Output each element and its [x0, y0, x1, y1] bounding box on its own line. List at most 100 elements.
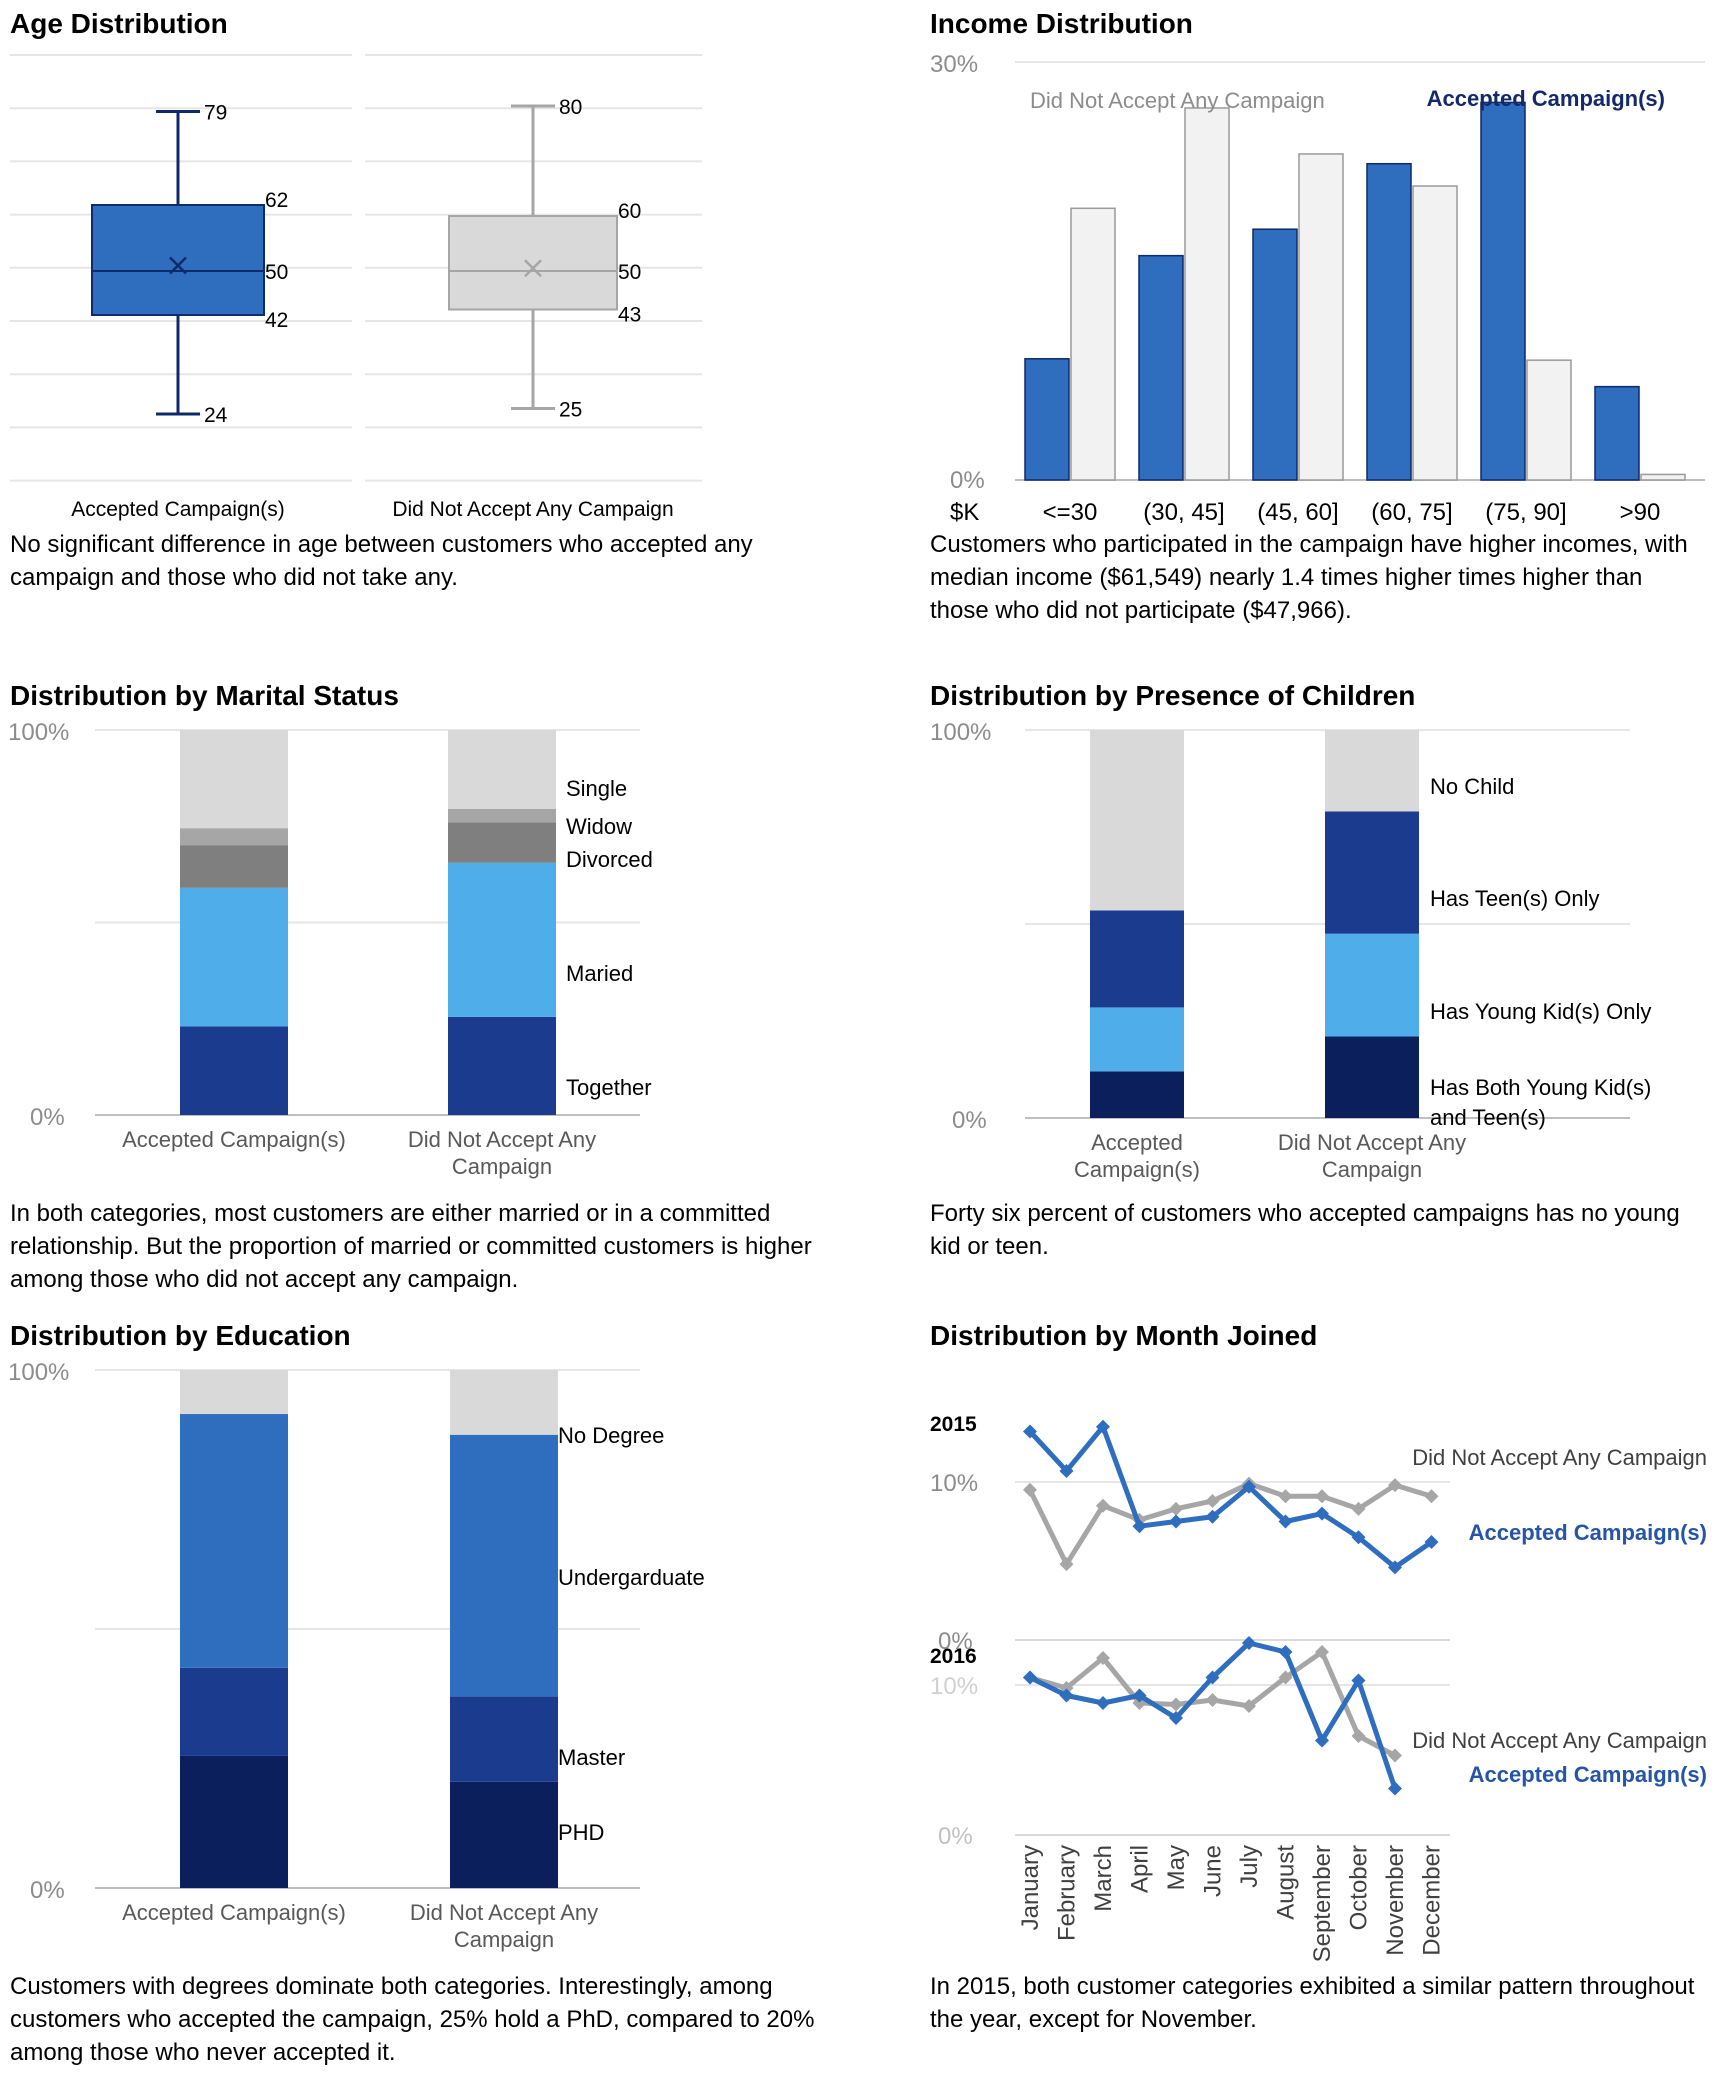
month-tick-label: July	[1236, 1845, 1263, 1888]
category-label: Accepted Campaign(s)	[122, 1900, 346, 1925]
month-tick-label: October	[1346, 1845, 1373, 1930]
line-accepted	[1028, 1640, 1398, 1790]
marker-accepted	[1315, 1506, 1329, 1521]
stack-segment	[180, 845, 288, 888]
marker-not-accepted	[1424, 1489, 1439, 1504]
bar-not-accepted	[1640, 473, 1686, 481]
label-min: 24	[204, 404, 228, 427]
age-title: Age Distribution	[10, 8, 228, 39]
y-tick-label: 100%	[8, 1359, 69, 1386]
label-max: 79	[204, 102, 227, 125]
y-tick-label: 0%	[952, 1107, 987, 1134]
stack-segment	[450, 1370, 558, 1435]
marker-accepted	[1023, 1670, 1037, 1685]
marker-not-accepted	[1059, 1557, 1074, 1572]
month-caption: In 2015, both customer categories exhibi…	[930, 1973, 1695, 2033]
bar-not-accepted	[1412, 185, 1458, 481]
bar-accepted	[1138, 254, 1184, 481]
series-label-not-accepted: Did Not Accept Any Campaign	[1412, 1445, 1707, 1470]
stack-segment	[180, 887, 288, 1027]
series-label-not-accepted: Did Not Accept Any Campaign	[1412, 1728, 1707, 1753]
marital-stacked-chart: 100% 0% Accepted Campaign(s) Did Not Accept…	[8, 719, 653, 1179]
segment-label: Maried	[566, 961, 633, 986]
stack-segment	[450, 1696, 558, 1782]
month-tick-label: March	[1090, 1845, 1117, 1912]
category-label: Campaign	[452, 1154, 552, 1179]
stack-segment	[450, 1781, 558, 1888]
category-label: Campaign(s)	[1074, 1157, 1200, 1182]
marker-not-accepted	[1315, 1489, 1329, 1504]
stack-segment	[1325, 1036, 1419, 1118]
bar-accepted	[1024, 358, 1070, 481]
category-label: Did Not Accept Any Campaign	[392, 498, 673, 521]
marker-accepted	[1023, 1424, 1037, 1439]
marker-accepted	[1424, 1535, 1439, 1550]
segment-label: Has Both Young Kid(s)	[1430, 1075, 1651, 1100]
bar-accepted	[1252, 228, 1298, 481]
month-tick-label: April	[1127, 1845, 1154, 1893]
children-caption: Forty six percent of customers who accep…	[930, 1200, 1680, 1260]
stack-segment	[1325, 811, 1419, 934]
stack-segment	[1325, 933, 1419, 1037]
line-accepted	[1028, 1424, 1433, 1570]
x-axis-label: $K	[950, 499, 979, 526]
label-median: 50	[618, 261, 641, 284]
legend-accepted: Accepted Campaign(s)	[1427, 86, 1665, 111]
marker-not-accepted	[1169, 1501, 1183, 1516]
month-line-chart: 10% 0% 2015 Did Not Accept Any Campaign Acce…	[930, 1413, 1707, 1962]
marker-not-accepted	[1096, 1498, 1110, 1513]
age-caption: No significant difference in age between…	[10, 531, 753, 591]
marker-accepted	[1278, 1645, 1293, 1659]
bar-accepted	[1366, 162, 1412, 481]
x-tick-label: (60, 75]	[1371, 499, 1452, 526]
marker-accepted	[1169, 1711, 1183, 1725]
category-label: Campaign	[454, 1927, 554, 1952]
bar-not-accepted	[1070, 207, 1116, 481]
x-tick-label: (45, 60]	[1257, 499, 1338, 526]
box-iqr	[91, 204, 265, 316]
marker-not-accepted	[1205, 1693, 1220, 1707]
line-not-accepted	[1027, 1481, 1433, 1567]
education-caption: Customers with degrees dominate both cat…	[10, 1973, 815, 2066]
month-tick-label: February	[1054, 1845, 1081, 1941]
legend-not-accepted: Did Not Accept Any Campaign	[1030, 88, 1325, 113]
marker-accepted	[1205, 1509, 1220, 1524]
category-label: Accepted Campaign(s)	[122, 1127, 346, 1152]
income-bar-chart: 30% 0% <=30 (30, 45] (45, 60] (60, 75] (75, 90…	[930, 51, 1705, 526]
segment-label: Together	[566, 1075, 652, 1100]
category-label: Accepted Campaign(s)	[71, 498, 285, 521]
category-label: Did Not Accept Any	[1278, 1130, 1466, 1155]
label-q3: 62	[265, 189, 288, 212]
segment-label: PHD	[558, 1820, 604, 1845]
marker-accepted	[1132, 1688, 1147, 1703]
segment-label: No Child	[1430, 774, 1514, 799]
income-title: Income Distribution	[930, 8, 1193, 39]
month-tick-label: May	[1163, 1845, 1190, 1890]
x-tick-label: (75, 90]	[1485, 499, 1566, 526]
segment-label: No Degree	[558, 1423, 664, 1448]
y-tick-label: 0%	[950, 467, 985, 494]
stack-segment	[448, 822, 556, 863]
marker-accepted	[1388, 1560, 1402, 1575]
bar-accepted	[1594, 385, 1640, 481]
stack-segment	[180, 1026, 288, 1115]
category-label: Campaign	[1322, 1157, 1422, 1182]
marker-not-accepted	[1278, 1670, 1293, 1685]
y-tick-label: 30%	[930, 51, 978, 78]
segment-label: and Teen(s)	[1430, 1105, 1546, 1130]
label-max: 80	[559, 96, 582, 119]
stack-segment	[1090, 730, 1184, 911]
y-tick-label: 0%	[938, 1823, 973, 1850]
marker-accepted	[1132, 1519, 1147, 1534]
mean-marker	[524, 259, 542, 278]
stack-segment	[180, 1755, 288, 1888]
month-tick-label: January	[1017, 1845, 1044, 1930]
y-tick-label: 10%	[930, 1470, 978, 1497]
marker-not-accepted	[1278, 1489, 1293, 1504]
label-q1: 42	[265, 309, 288, 332]
month-title: Distribution by Month Joined	[930, 1320, 1318, 1351]
stack-segment	[180, 730, 288, 829]
y-tick-label: 0%	[30, 1104, 65, 1131]
marker-accepted	[1351, 1530, 1366, 1545]
